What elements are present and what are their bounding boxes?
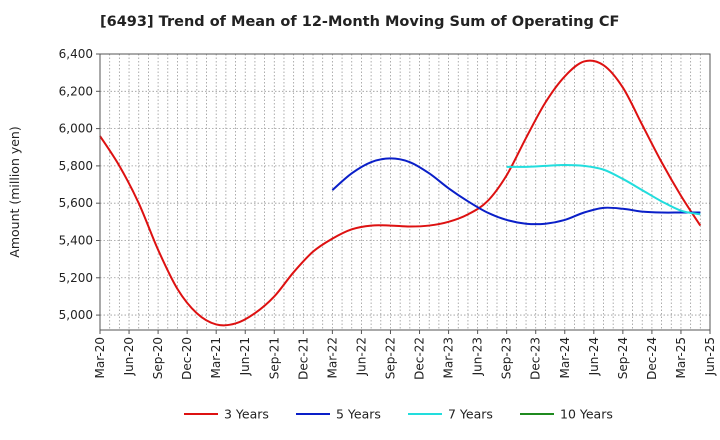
y-tick-label: 5,200 [59, 271, 93, 285]
x-tick-label: Sep-23 [500, 337, 514, 379]
x-tick-label: Jun-25 [703, 337, 717, 376]
grid-lines [100, 53, 710, 330]
series-line-3-years [99, 59, 702, 327]
y-tick-label: 6,400 [59, 47, 93, 61]
plot-background [100, 54, 710, 330]
y-tick-label: 5,400 [59, 233, 93, 247]
chart-title: [6493] Trend of Mean of 12-Month Moving … [100, 14, 619, 30]
series-lines [99, 59, 702, 327]
y-tick-label: 6,000 [59, 122, 93, 136]
x-tick-label: Mar-20 [93, 337, 107, 378]
x-tick-label: Jun-22 [354, 337, 368, 376]
y-tick-label: 5,800 [59, 159, 93, 173]
series-line-5-years [331, 157, 701, 226]
x-tick-label: Mar-24 [558, 337, 572, 378]
legend-label-3-years: 3 Years [224, 407, 269, 422]
x-tick-label: Mar-22 [325, 337, 339, 378]
y-axis-label: Amount (million yen) [7, 126, 22, 257]
y-tick-label: 5,600 [59, 196, 93, 210]
plot-frame [99, 53, 711, 331]
x-tick-label: Sep-21 [267, 337, 281, 379]
y-axis-ticks: 5,000 5,200 5,400 5,600 5,800 6,000 6,200 6,400 [59, 47, 100, 322]
legend-label-7-years: 7 Years [448, 407, 493, 422]
x-tick-label: Sep-24 [616, 337, 630, 379]
x-tick-label: Sep-20 [151, 337, 165, 379]
y-tick-label: 6,200 [59, 84, 93, 98]
x-tick-label: Sep-22 [383, 337, 397, 379]
y-tick-label: 5,000 [59, 308, 93, 322]
x-tick-label: Jun-24 [587, 337, 601, 376]
x-tick-label: Dec-22 [413, 337, 427, 380]
x-tick-label: Jun-23 [471, 337, 485, 376]
x-tick-label: Mar-25 [674, 337, 688, 378]
x-tick-label: Dec-20 [180, 337, 194, 380]
legend-label-10-years: 10 Years [560, 407, 613, 422]
x-tick-label: Jun-21 [238, 337, 252, 376]
x-axis-ticks: Mar-20 Jun-20 Sep-20 Dec-20 Mar-21 Jun-21 Sep-… [93, 330, 717, 380]
x-tick-label: Mar-21 [209, 337, 223, 378]
legend: 3 Years 5 Years 7 Years 10 Years [184, 407, 613, 422]
legend-label-5-years: 5 Years [336, 407, 381, 422]
x-tick-label: Dec-24 [645, 337, 659, 380]
x-tick-label: Mar-23 [442, 337, 456, 378]
x-tick-label: Jun-20 [122, 337, 136, 376]
series-line-7-years [506, 163, 701, 216]
x-tick-label: Dec-21 [296, 337, 310, 380]
x-tick-label: Dec-23 [529, 337, 543, 380]
